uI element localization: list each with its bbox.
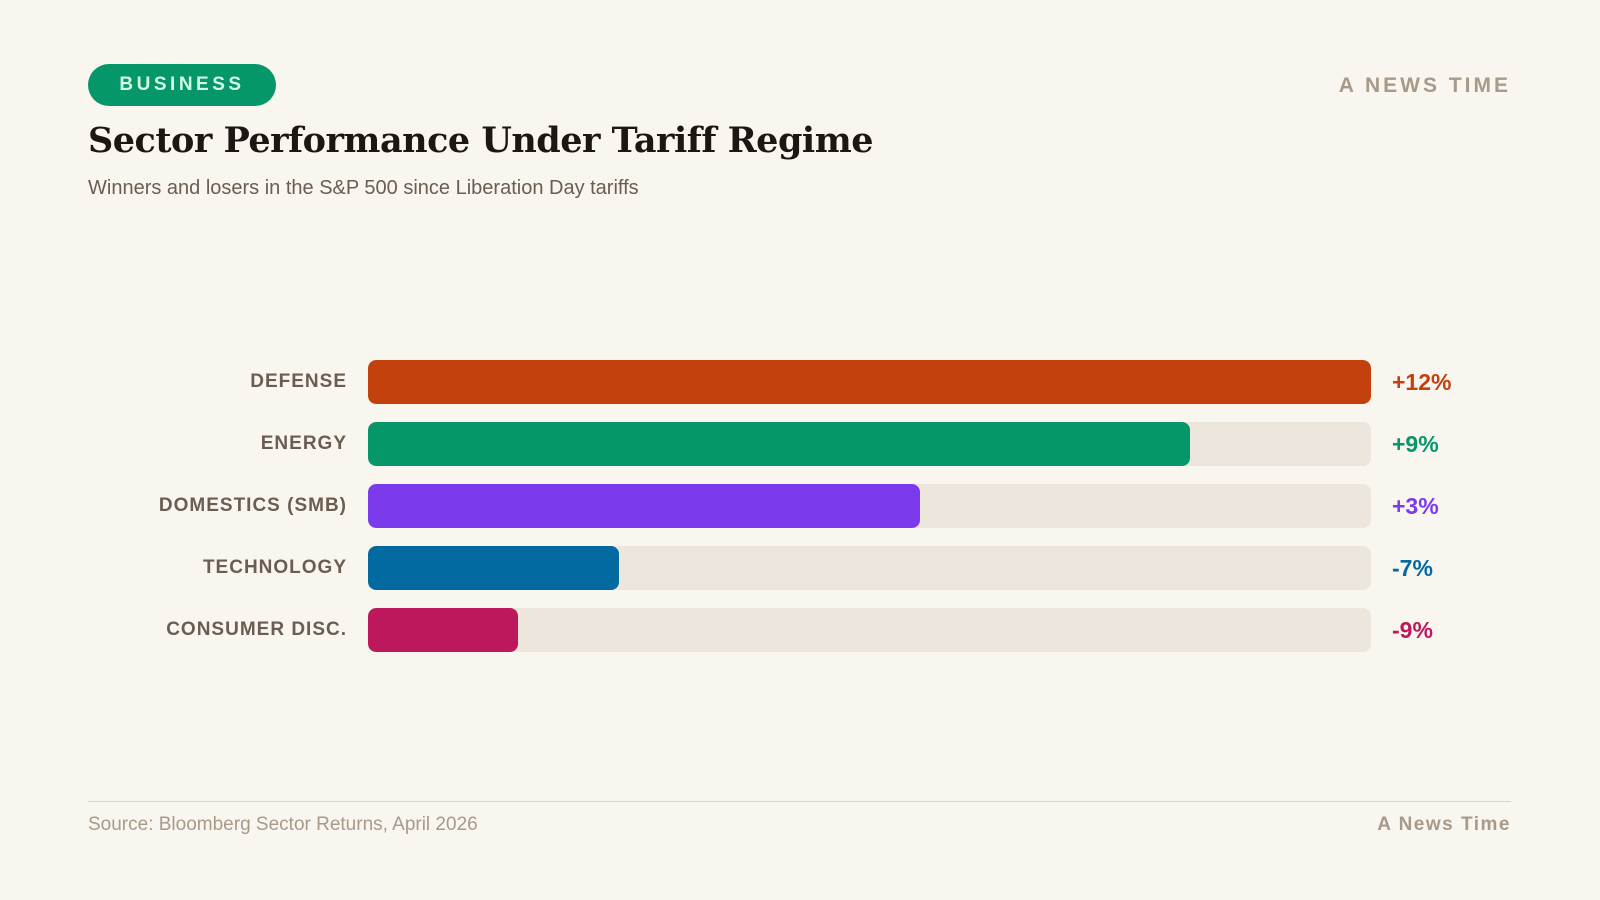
- bar-row: CONSUMER DISC. -9%: [0, 608, 1600, 652]
- bar-row: ENERGY +9%: [0, 422, 1600, 466]
- value-label: +12%: [1392, 369, 1452, 395]
- category-label: TECHNOLOGY: [202, 557, 347, 578]
- bar: [368, 546, 619, 590]
- chart-title: Sector Performance Under Tariff Regime: [88, 120, 874, 161]
- value-label: +3%: [1392, 493, 1439, 519]
- category-label: DOMESTICS (SMB): [158, 495, 347, 516]
- value-label: +9%: [1392, 431, 1439, 457]
- bar: [368, 422, 1191, 466]
- bar-track: [368, 422, 1371, 466]
- bar-track: [368, 360, 1371, 404]
- bar-row: DEFENSE +12%: [0, 360, 1600, 404]
- footer-brand: A News Time: [1377, 814, 1511, 835]
- bar-track: [368, 484, 1371, 528]
- category-label: DEFENSE: [250, 371, 347, 392]
- footer-divider: [88, 801, 1511, 802]
- bar: [368, 360, 1371, 404]
- bar: [368, 608, 519, 652]
- value-label: -9%: [1392, 617, 1433, 643]
- category-badge: BUSINESS: [88, 64, 276, 106]
- bar: [368, 484, 920, 528]
- source-note: Source: Bloomberg Sector Returns, April …: [88, 814, 478, 835]
- chart-subtitle: Winners and losers in the S&P 500 since …: [88, 177, 639, 199]
- bar-row: TECHNOLOGY -7%: [0, 546, 1600, 590]
- category-label: ENERGY: [260, 433, 347, 454]
- bar-row: DOMESTICS (SMB) +3%: [0, 484, 1600, 528]
- bar-track: [368, 608, 1371, 652]
- value-label: -7%: [1392, 555, 1433, 581]
- category-label: CONSUMER DISC.: [166, 619, 347, 640]
- brand-logo: A NEWS TIME: [1338, 74, 1511, 97]
- bar-track: [368, 546, 1371, 590]
